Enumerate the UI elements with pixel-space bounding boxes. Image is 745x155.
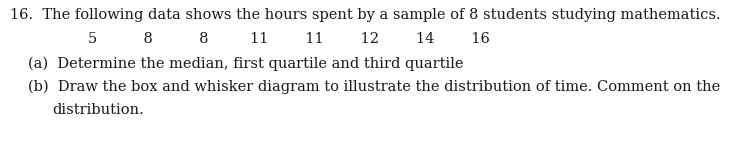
- Text: (b)  Draw the box and whisker diagram to illustrate the distribution of time. Co: (b) Draw the box and whisker diagram to …: [28, 80, 720, 94]
- Text: 5          8          8         11        11        12        14        16: 5 8 8 11 11 12 14 16: [88, 32, 490, 46]
- Text: distribution.: distribution.: [52, 103, 144, 117]
- Text: (a)  Determine the median, first quartile and third quartile: (a) Determine the median, first quartile…: [28, 57, 463, 71]
- Text: 16.  The following data shows the hours spent by a sample of 8 students studying: 16. The following data shows the hours s…: [10, 8, 720, 22]
